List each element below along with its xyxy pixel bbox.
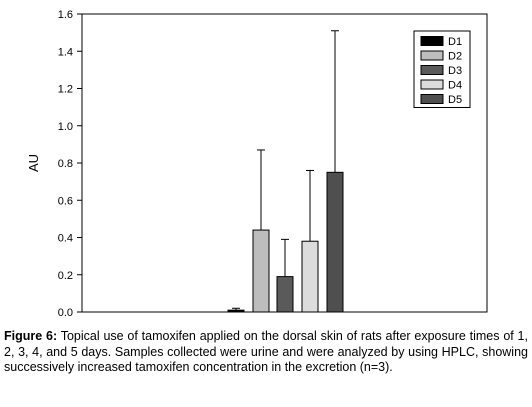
legend-swatch [420,36,444,46]
bar-d3 [276,276,294,313]
y-tick-label: 1.4 [58,46,73,58]
legend-swatch [420,65,444,75]
y-tick-label: 0.4 [58,233,73,245]
y-tick-label: 1.6 [58,9,73,21]
y-axis-label: AU [26,154,41,172]
legend-swatch [420,50,444,61]
y-tick-label: 0.6 [58,195,73,207]
bar-d5 [326,171,344,313]
y-tick-label: 0.2 [58,270,73,282]
bar-d1 [227,309,245,313]
figure-label: Figure 6: [4,329,58,343]
legend-swatch [420,79,444,90]
y-tick-label: 1.2 [58,84,73,96]
bar-d2 [252,229,270,313]
bar-chart: 0.00.20.40.60.81.01.21.41.6 AU D1D2D3D4D… [26,9,488,319]
legend: D1 D2 D3 D4 D5 [413,30,471,108]
y-tick-label: 0.0 [58,307,73,319]
caption-text: Topical use of tamoxifen applied on the … [4,329,528,374]
legend-label: D1 [448,36,462,48]
legend-label: D3 [448,65,462,77]
legend-label: D2 [448,51,462,63]
legend-label: D5 [448,94,462,106]
y-tick-label: 1.0 [58,121,73,133]
y-axis: 0.0 0.2 0.4 0.6 0.8 1.0 1.2 1.4 1.6 [58,9,82,319]
figure-caption: Figure 6: Topical use of tamoxifen appli… [4,329,528,376]
y-tick-label: 0.8 [58,158,73,170]
legend-label: D4 [448,80,462,92]
bar-d4 [301,240,319,313]
legend-swatch [420,94,444,104]
bars [227,30,344,313]
